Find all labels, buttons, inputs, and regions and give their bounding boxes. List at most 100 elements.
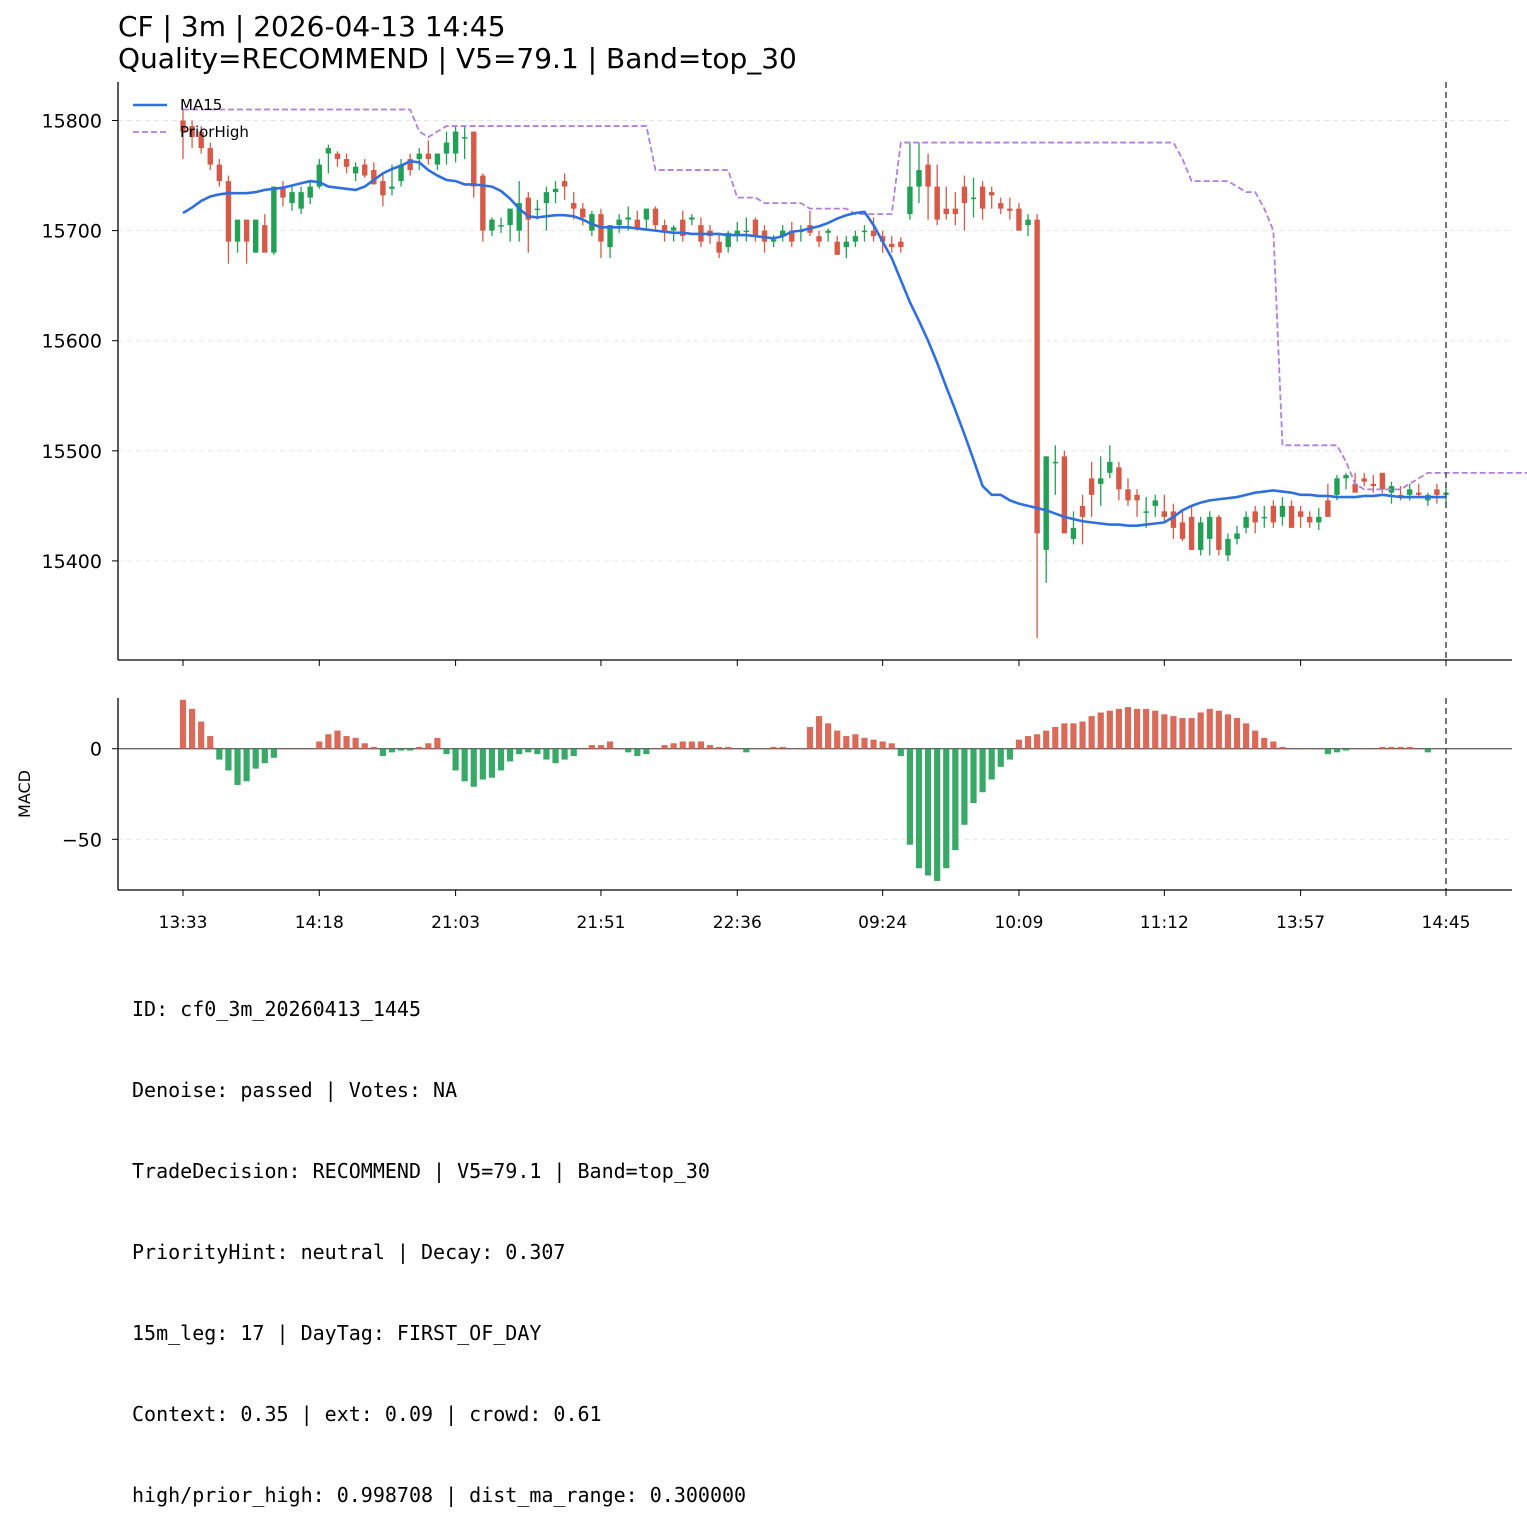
candle-body xyxy=(661,225,668,231)
candle-body xyxy=(1079,505,1086,517)
candle-body xyxy=(307,186,313,198)
macd-bar xyxy=(370,746,377,749)
macd-bar xyxy=(1106,710,1113,749)
macd-bar xyxy=(725,746,732,749)
candle-body xyxy=(1370,483,1377,487)
macd-bar xyxy=(243,748,250,782)
macd-bar xyxy=(1079,721,1086,749)
macd-bar xyxy=(924,748,932,876)
macd-bar xyxy=(579,748,586,750)
candle-body xyxy=(516,203,522,231)
xtick-label: 09:24 xyxy=(858,913,907,933)
macd-ylabel: MACD xyxy=(15,770,34,818)
macd-bar xyxy=(179,699,187,749)
macd-bar xyxy=(1342,748,1350,751)
macd-bars xyxy=(179,699,1431,881)
macd-bar xyxy=(1133,708,1141,749)
macd-bar xyxy=(616,748,623,750)
macd-bar xyxy=(497,748,505,771)
candle-body xyxy=(425,153,432,160)
xtick-label: 14:45 xyxy=(1422,913,1471,933)
macd-bar xyxy=(1024,736,1032,749)
macd-bar xyxy=(1415,748,1422,750)
candle-body xyxy=(1061,456,1068,534)
price-grid xyxy=(118,120,1512,562)
candle-body xyxy=(1134,494,1140,501)
price-ytick-label: 15600 xyxy=(42,331,102,353)
price-ytick-label: 15700 xyxy=(42,221,102,243)
xtick-label: 13:33 xyxy=(159,913,208,933)
macd-bar xyxy=(1324,748,1331,755)
macd-bar xyxy=(688,741,695,749)
candle-body xyxy=(1343,475,1349,479)
macd-bar xyxy=(788,748,795,750)
candle-body xyxy=(843,241,850,248)
candle-body xyxy=(879,236,886,242)
candle-body xyxy=(207,148,213,165)
candle-body xyxy=(689,217,695,220)
candle-body xyxy=(607,225,613,248)
candle-body xyxy=(816,236,822,242)
candle-body xyxy=(979,186,986,209)
legend-label: PriorHigh xyxy=(180,123,249,141)
macd-bar xyxy=(1424,748,1431,753)
macd-bar xyxy=(1115,708,1122,749)
macd-grid xyxy=(118,748,1512,840)
candle-body xyxy=(1406,489,1413,495)
candle-body xyxy=(1043,456,1049,550)
macd-bar xyxy=(198,721,205,749)
legend-label: MA15 xyxy=(180,96,222,114)
macd-bar xyxy=(525,748,532,753)
candle-body xyxy=(343,159,350,167)
macd-bar xyxy=(943,748,950,869)
macd-bar xyxy=(416,746,423,749)
candle-body xyxy=(1334,478,1340,495)
macd-bar xyxy=(652,748,659,750)
macd-bar xyxy=(407,748,414,751)
candle-body xyxy=(380,181,386,196)
macd-bar xyxy=(443,748,450,755)
macd-bar xyxy=(797,748,804,750)
candle-body xyxy=(1170,511,1177,528)
candle-body xyxy=(334,153,341,160)
macd-bar xyxy=(1270,741,1277,749)
info-line-trade-decision: TradeDecision: RECOMMEND | V5=79.1 | Ban… xyxy=(132,1159,710,1183)
macd-bar xyxy=(1061,723,1068,749)
macd-bar xyxy=(934,748,941,881)
candle-body xyxy=(561,181,568,187)
macd-bar xyxy=(507,748,514,762)
candle-body xyxy=(1279,505,1286,517)
macd-bar xyxy=(1361,748,1368,750)
macd-bar xyxy=(988,748,995,780)
candle-body xyxy=(471,131,477,187)
macd-bar xyxy=(1088,716,1095,749)
macd-bar xyxy=(225,748,232,771)
macd-bar xyxy=(234,748,241,785)
macd-bar xyxy=(1388,746,1395,749)
candle-body xyxy=(852,236,859,242)
candle-body xyxy=(825,230,831,233)
macd-bar xyxy=(397,748,405,751)
macd-bar xyxy=(1206,708,1213,749)
xtick-label: 13:57 xyxy=(1276,913,1325,933)
candle-body xyxy=(1116,467,1122,490)
macd-bar xyxy=(852,734,859,749)
macd-bar xyxy=(534,748,541,755)
candle-body xyxy=(1252,511,1258,523)
info-line-id: ID: cf0_3m_20260413_1445 xyxy=(132,997,421,1021)
macd-bar xyxy=(697,741,705,749)
macd-bar xyxy=(252,748,259,769)
macd-bar xyxy=(425,743,432,749)
macd-bar xyxy=(997,748,1004,767)
xtick-label: 10:09 xyxy=(994,913,1043,933)
candle-body xyxy=(670,227,677,231)
chart-subtitle: Quality=RECOMMEND | V5=79.1 | Band=top_3… xyxy=(118,42,797,75)
macd-bar xyxy=(906,748,914,845)
candle-body xyxy=(580,208,586,218)
macd-bar xyxy=(570,748,577,756)
macd-bar xyxy=(870,739,877,749)
candle-body xyxy=(734,230,740,237)
candle-body xyxy=(452,131,459,154)
macd-bar xyxy=(543,748,550,760)
candle-body xyxy=(725,232,731,248)
